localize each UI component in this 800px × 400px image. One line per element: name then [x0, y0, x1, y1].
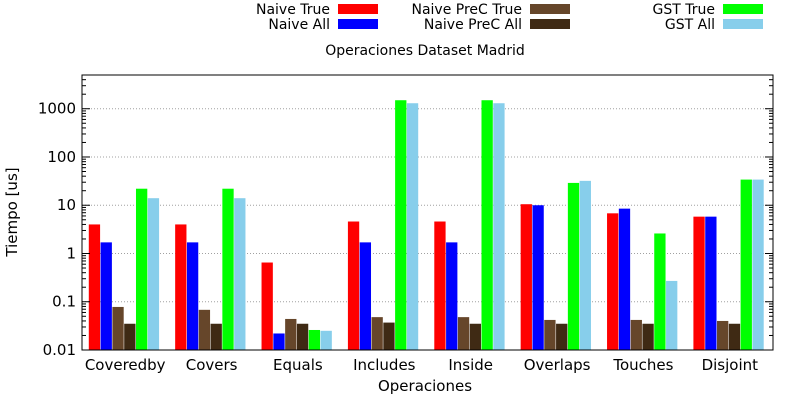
y-tick-label: 0.01 [43, 341, 76, 359]
bar [520, 204, 532, 350]
legend-label: GST True [653, 2, 715, 18]
legend-label: Naive PreC All [424, 17, 522, 33]
chart-title: Operaciones Dataset Madrid [325, 43, 525, 59]
x-axis-label: Operaciones [378, 377, 472, 395]
bars-layer [88, 100, 764, 350]
bar [493, 103, 505, 350]
bar [261, 262, 273, 350]
bar [544, 319, 556, 350]
bar [728, 323, 741, 350]
x-tick-label: Covers [186, 356, 238, 374]
bar [469, 323, 481, 350]
bar [320, 330, 332, 350]
bar [285, 318, 297, 350]
bar [296, 323, 309, 350]
bar [371, 317, 383, 350]
legend-label: Naive PreC True [411, 2, 522, 18]
bar [654, 233, 666, 350]
legend-swatch [338, 19, 378, 29]
bar [175, 224, 187, 350]
bar [135, 188, 148, 350]
plot-border [81, 74, 774, 351]
bar [198, 309, 211, 350]
bar [210, 323, 222, 350]
bar [740, 179, 752, 350]
bar [457, 317, 470, 350]
bar [693, 216, 705, 350]
bar [618, 208, 631, 350]
x-tick-label: Touches [612, 356, 673, 374]
bar [705, 216, 717, 350]
legend-label: GST All [665, 17, 715, 33]
bar [446, 242, 458, 350]
bar [406, 103, 419, 350]
legend-label: Naive All [268, 17, 330, 33]
bar [234, 198, 246, 350]
legend-label: Naive True [256, 2, 330, 18]
bar [579, 180, 591, 350]
y-tick-label: 10 [57, 196, 76, 214]
bar [717, 320, 729, 350]
bar [532, 205, 544, 350]
bar [567, 182, 580, 350]
bar [347, 221, 360, 350]
x-tick-label: Disjoint [702, 356, 759, 374]
y-axis-label: Tiempo [us] [3, 167, 21, 257]
bar [395, 100, 407, 350]
bar [273, 333, 285, 350]
bar [642, 323, 654, 350]
bar [359, 242, 372, 350]
bar [434, 221, 446, 350]
bar [88, 224, 101, 350]
x-tick-label: Includes [353, 356, 416, 374]
bar [147, 198, 160, 350]
bar [308, 329, 321, 350]
x-tick-label: Inside [448, 356, 493, 374]
legend-swatch [723, 19, 763, 29]
bar [666, 280, 678, 350]
bar [607, 213, 619, 350]
bar [186, 242, 199, 350]
legend-swatch [338, 4, 378, 14]
x-tick-label: Equals [273, 356, 323, 374]
bar [124, 323, 136, 350]
bar [222, 188, 234, 350]
legend-swatch [530, 4, 570, 14]
y-tick-label: 1000 [38, 100, 76, 118]
axis-layer: 0.01 0.1 1 10 100 1000 Coveredby Covers Equals In… [38, 74, 774, 374]
legend-swatch [723, 4, 763, 14]
grid-layer [82, 108, 773, 303]
legend-swatch [530, 19, 570, 29]
y-tick-label: 1 [66, 244, 76, 262]
x-tick-label: Coveredby [85, 356, 166, 374]
bar [556, 323, 568, 350]
bar [481, 100, 493, 350]
bar [112, 306, 124, 350]
x-tick-label: Overlaps [524, 356, 591, 374]
y-tick-label: 0.1 [52, 293, 76, 311]
bar [100, 242, 112, 350]
bar [383, 322, 395, 350]
bar [752, 179, 764, 350]
bar [630, 319, 642, 350]
y-tick-label: 100 [47, 148, 76, 166]
